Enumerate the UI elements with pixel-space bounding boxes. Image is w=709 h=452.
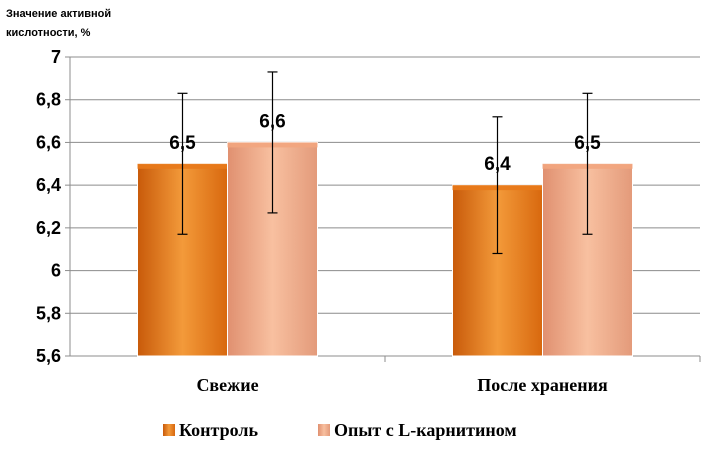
data-label: 6,4	[484, 154, 511, 175]
y-tick-label: 7	[51, 47, 61, 67]
legend-swatch	[163, 424, 175, 436]
y-axis-title: Значение активной кислотности, %	[6, 8, 111, 39]
category-labels: Свежие После хранения	[196, 356, 701, 395]
data-labels: 6,5 6,6 6,4 6,5	[169, 111, 601, 175]
y-axis-ticks: 5,6 5,8 6 6,2 6,4 6,6 6,8 7	[36, 47, 61, 366]
legend: Контроль Опыт с L-карнитином	[163, 420, 517, 440]
data-label: 6,6	[259, 111, 285, 132]
y-tick-label: 5,8	[36, 303, 61, 323]
data-label: 6,5	[169, 133, 196, 154]
y-tick-label: 6,6	[36, 132, 61, 152]
data-label: 6,5	[574, 133, 601, 154]
y-tick-label: 6,8	[36, 90, 61, 110]
error-bars	[177, 71, 593, 255]
category-label: После хранения	[477, 375, 608, 395]
bars	[137, 141, 633, 357]
legend-label: Контроль	[179, 420, 258, 440]
y-axis-title-line-1: Значение активной	[6, 8, 111, 20]
y-axis-title-line-2: кислотности, %	[6, 27, 91, 39]
category-label: Свежие	[196, 375, 258, 395]
y-tick-label: 6,2	[36, 218, 61, 238]
y-tick-label: 6	[51, 261, 61, 281]
legend-swatch	[318, 424, 330, 436]
y-tick-label: 6,4	[36, 175, 61, 195]
y-tick-label: 5,6	[36, 346, 61, 366]
legend-label: Опыт с L-карнитином	[334, 420, 517, 440]
